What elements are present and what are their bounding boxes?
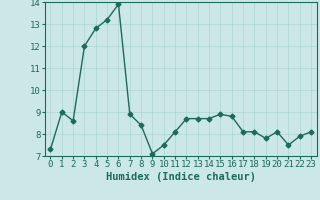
X-axis label: Humidex (Indice chaleur): Humidex (Indice chaleur) bbox=[106, 172, 256, 182]
